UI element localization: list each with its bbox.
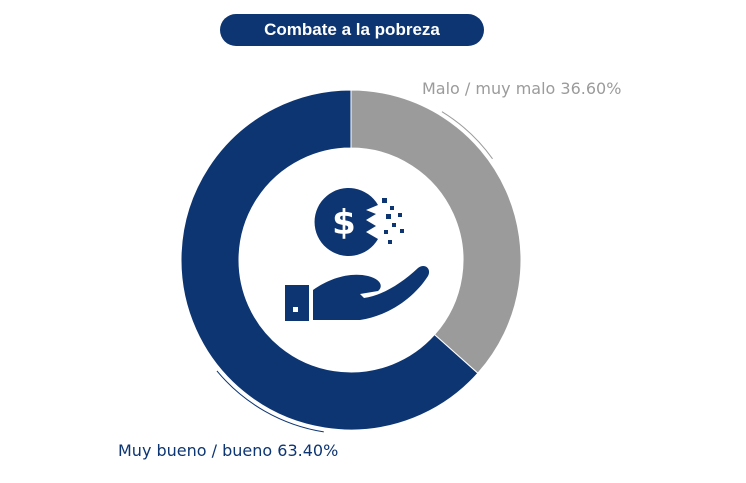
donut-slices [180,89,522,431]
leader-malo [441,111,493,160]
svg-text:$: $ [332,203,356,243]
slice-label-malo: Malo / muy malo 36.60% [422,79,621,98]
label-leaders [216,111,493,433]
chart-title: Combate a la pobreza [220,14,484,46]
money-hand-icon: $ [285,188,430,321]
slice-muy-bueno [180,89,479,431]
leader-muy-bueno [216,370,324,433]
slice-label-muy-bueno: Muy bueno / bueno 63.40% [118,441,338,460]
slice-malo [350,89,522,374]
